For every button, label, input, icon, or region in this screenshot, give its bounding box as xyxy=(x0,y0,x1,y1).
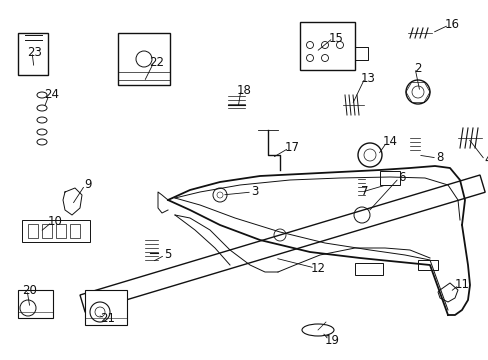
Text: 9: 9 xyxy=(84,179,92,192)
Text: 18: 18 xyxy=(236,84,251,96)
Text: 6: 6 xyxy=(397,171,405,184)
Text: 7: 7 xyxy=(361,185,368,198)
Text: 12: 12 xyxy=(310,261,325,274)
Text: 13: 13 xyxy=(360,72,375,85)
Text: 8: 8 xyxy=(435,152,443,165)
Text: 14: 14 xyxy=(382,135,397,148)
FancyBboxPatch shape xyxy=(118,33,170,85)
FancyBboxPatch shape xyxy=(417,260,437,270)
Text: 11: 11 xyxy=(453,279,468,292)
Text: 15: 15 xyxy=(328,31,343,45)
Text: 10: 10 xyxy=(47,216,62,229)
Text: 4: 4 xyxy=(483,153,488,166)
FancyBboxPatch shape xyxy=(18,290,53,318)
FancyBboxPatch shape xyxy=(70,224,80,238)
Text: 20: 20 xyxy=(22,284,38,297)
Text: 3: 3 xyxy=(251,185,258,198)
FancyBboxPatch shape xyxy=(56,224,66,238)
Text: 17: 17 xyxy=(284,141,299,154)
FancyBboxPatch shape xyxy=(22,220,90,242)
Text: 16: 16 xyxy=(444,18,459,31)
FancyBboxPatch shape xyxy=(85,290,127,325)
FancyBboxPatch shape xyxy=(42,224,52,238)
Text: 19: 19 xyxy=(324,333,339,346)
Text: 24: 24 xyxy=(44,89,60,102)
Text: 23: 23 xyxy=(27,45,42,58)
FancyBboxPatch shape xyxy=(299,22,354,70)
Text: 2: 2 xyxy=(413,62,421,75)
FancyBboxPatch shape xyxy=(18,33,48,75)
Text: 22: 22 xyxy=(149,55,164,68)
Text: 21: 21 xyxy=(101,311,115,324)
FancyBboxPatch shape xyxy=(28,224,38,238)
FancyBboxPatch shape xyxy=(354,263,382,275)
Text: 5: 5 xyxy=(164,248,171,261)
FancyBboxPatch shape xyxy=(379,171,399,185)
